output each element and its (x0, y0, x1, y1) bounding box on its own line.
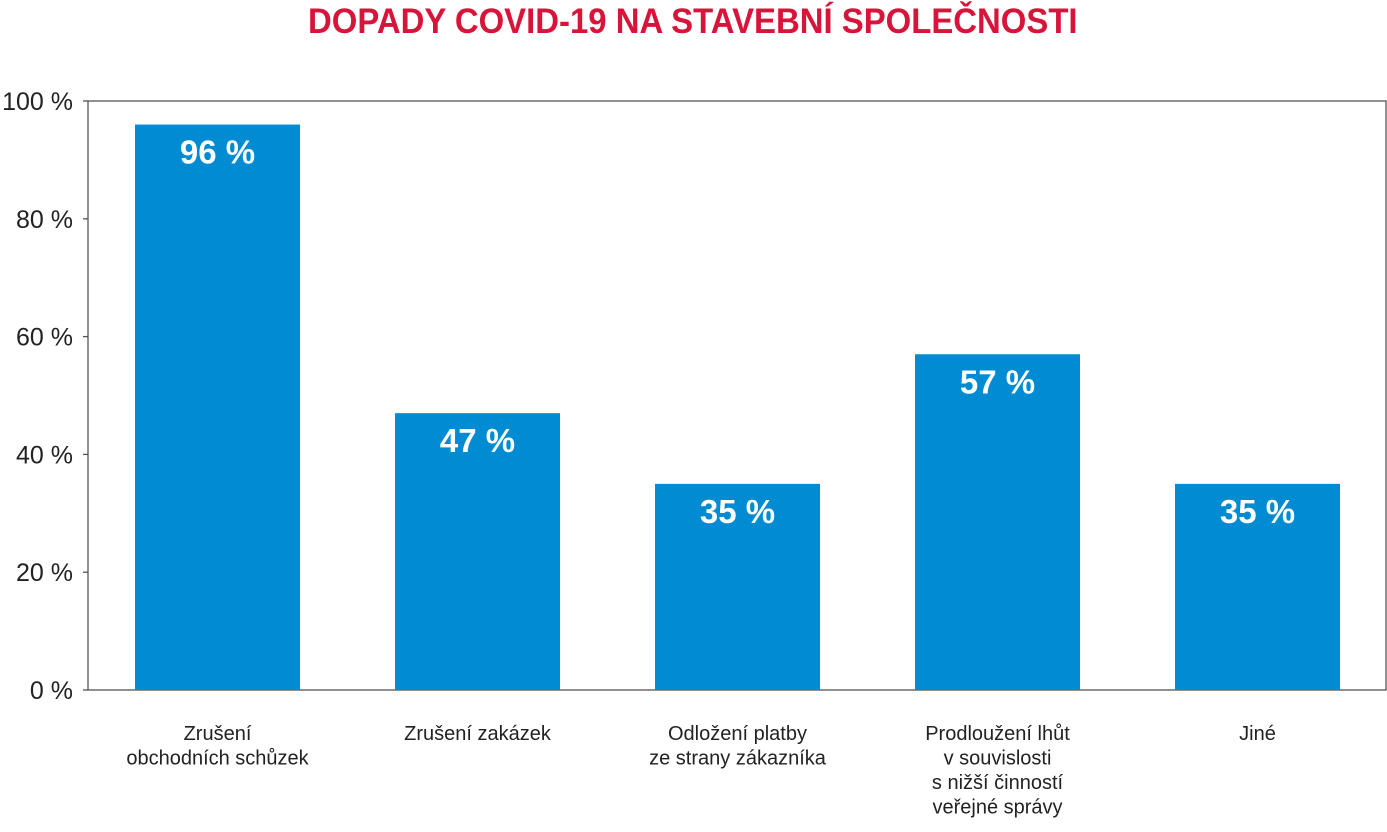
bar (655, 483, 820, 690)
y-tick-label: 20 % (16, 559, 73, 587)
bar-value-label: 47 % (440, 422, 515, 459)
chart-title: DOPADY COVID-19 NA STAVEBNÍ SPOLEČNOSTI (307, 2, 1078, 41)
x-category-label: s nižší činností (932, 772, 1064, 794)
x-category-label: v souvislosti (944, 748, 1052, 770)
bar-value-label: 96 % (180, 134, 255, 171)
x-category-label: Zrušení zakázek (404, 723, 552, 745)
bar (395, 413, 560, 690)
x-category-label: Odložení platby (668, 723, 807, 745)
bar-value-label: 35 % (1220, 493, 1295, 530)
y-tick-label: 100 % (2, 88, 73, 116)
x-category-label: veřejné správy (932, 797, 1062, 819)
bar-value-label: 35 % (700, 493, 775, 530)
bar (915, 354, 1080, 690)
x-category-label: Jiné (1239, 723, 1276, 745)
bar (135, 124, 300, 690)
y-tick-label: 0 % (30, 677, 73, 705)
bar-value-label: 57 % (960, 363, 1035, 400)
y-tick-label: 80 % (16, 206, 73, 234)
x-category-label: Zrušení (184, 723, 252, 745)
x-category-label: ze strany zákazníka (649, 748, 827, 770)
x-category-label: Prodloužení lhůt (925, 723, 1070, 745)
y-tick-label: 40 % (16, 441, 73, 469)
y-tick-label: 60 % (16, 324, 73, 352)
bar (1175, 483, 1340, 690)
x-category-label: obchodních schůzek (126, 748, 309, 770)
